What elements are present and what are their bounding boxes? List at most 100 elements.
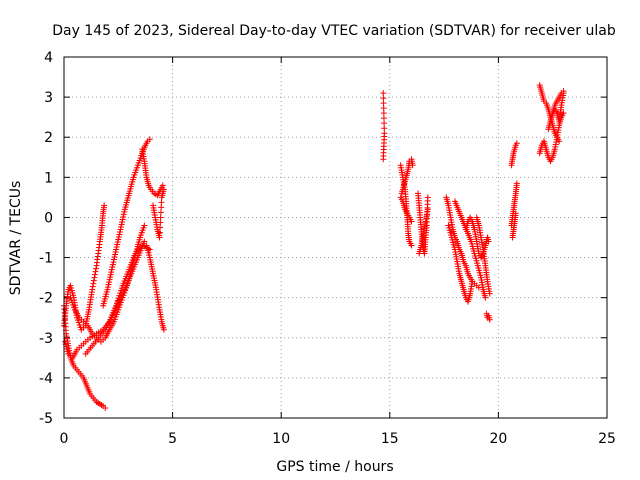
data-point-plus xyxy=(156,234,163,241)
data-point-plus xyxy=(89,286,96,293)
data-point-plus xyxy=(107,271,114,278)
data-point-plus xyxy=(380,95,387,102)
y-tick-label: -3 xyxy=(39,331,53,347)
data-point-plus xyxy=(424,194,431,201)
data-point-plus xyxy=(93,265,100,272)
data-point-plus xyxy=(112,251,119,258)
data-point-plus xyxy=(112,249,119,256)
data-point-plus xyxy=(104,284,111,291)
data-point-plus xyxy=(119,216,126,223)
data-point-plus xyxy=(380,105,387,112)
data-point-plus xyxy=(120,213,127,220)
data-point-plus xyxy=(92,268,99,275)
data-point-plus xyxy=(116,231,123,238)
x-tick-label: 0 xyxy=(60,431,69,447)
data-point-plus xyxy=(102,404,109,411)
data-point-plus xyxy=(380,90,387,97)
y-tick-label: -1 xyxy=(39,251,53,267)
x-tick-label: 15 xyxy=(381,431,399,447)
data-point-plus xyxy=(157,224,164,231)
data-point-plus xyxy=(119,218,126,225)
data-point-plus xyxy=(486,290,493,297)
data-point-plus xyxy=(157,209,164,216)
data-point-plus xyxy=(91,271,98,278)
y-tick-label: -4 xyxy=(39,371,53,387)
y-tick-label: 2 xyxy=(44,130,53,146)
y-tick-label: -2 xyxy=(39,291,53,307)
data-point-plus xyxy=(513,180,520,187)
data-point-plus xyxy=(141,222,148,229)
data-point-plus xyxy=(381,125,388,132)
data-point-plus xyxy=(157,214,164,221)
data-point-plus xyxy=(556,138,563,145)
data-point-plus xyxy=(424,206,431,213)
data-point-plus xyxy=(107,274,114,281)
x-tick-label: 10 xyxy=(272,431,290,447)
data-point-plus xyxy=(109,264,116,271)
x-tick-label: 25 xyxy=(598,431,616,447)
data-point-plus xyxy=(121,208,128,215)
data-point-plus xyxy=(482,294,489,301)
data-point-plus xyxy=(159,182,166,189)
y-tick-label: -5 xyxy=(39,411,53,427)
data-point-plus xyxy=(381,120,388,127)
data-point-plus xyxy=(469,278,476,285)
data-point-plus xyxy=(380,100,387,107)
data-point-plus xyxy=(101,202,108,209)
data-point-plus xyxy=(141,238,148,245)
data-point-plus xyxy=(113,246,120,253)
data-point-plus xyxy=(109,261,116,268)
data-point-plus xyxy=(115,236,122,243)
data-point-plus xyxy=(91,274,98,281)
data-point-plus xyxy=(160,326,167,333)
data-point-plus xyxy=(486,316,493,323)
data-point-plus xyxy=(114,241,121,248)
data-point-plus xyxy=(157,219,164,226)
y-axis-label: SDTVAR / TECUs xyxy=(8,181,24,296)
data-point-plus xyxy=(158,199,165,206)
y-tick-label: 1 xyxy=(44,170,53,186)
data-point-plus xyxy=(113,244,120,251)
data-point-plus xyxy=(513,140,520,147)
data-point-plus xyxy=(110,259,117,266)
data-point-plus xyxy=(512,210,519,217)
chart-title: Day 145 of 2023, Sidereal Day-to-day VTE… xyxy=(52,23,616,39)
data-point-plus xyxy=(408,218,415,225)
x-axis-label: GPS time / hours xyxy=(276,459,393,475)
y-tick-label: 0 xyxy=(44,210,53,226)
data-point-plus xyxy=(146,136,153,143)
data-point-plus xyxy=(110,256,117,263)
data-point-plus xyxy=(108,269,115,276)
data-point-plus xyxy=(380,110,387,117)
data-point-plus xyxy=(560,110,567,117)
data-point-plus xyxy=(485,238,492,245)
y-tick-label: 4 xyxy=(44,50,53,66)
data-point-plus xyxy=(90,280,97,287)
data-point-plus xyxy=(115,233,122,240)
data-point-plus xyxy=(105,281,112,288)
data-point-plus xyxy=(160,186,167,193)
data-point-plus xyxy=(116,228,123,235)
data-point-plus xyxy=(114,239,121,246)
y-tick-label: 3 xyxy=(44,90,53,106)
data-point-plus xyxy=(106,276,113,283)
data-point-plus xyxy=(108,266,115,273)
data-point-plus xyxy=(117,226,124,233)
data-point-plus xyxy=(118,221,125,228)
x-tick-label: 5 xyxy=(168,431,177,447)
data-point-plus xyxy=(104,286,111,293)
data-point-plus xyxy=(380,156,387,163)
data-point-plus xyxy=(90,277,97,284)
data-point-plus xyxy=(156,229,163,236)
data-point-plus xyxy=(111,254,118,261)
data-point-plus xyxy=(560,88,567,95)
axis-ticks: 0 5 10 15 20 25 -5 -4 -3 -2 -1 0 1 2 3 4 xyxy=(39,50,616,447)
x-tick-label: 20 xyxy=(489,431,507,447)
data-point-plus xyxy=(89,283,96,290)
data-point-plus xyxy=(409,162,416,169)
data-point-plus xyxy=(106,279,113,286)
data-point-plus xyxy=(120,211,127,218)
data-point-plus xyxy=(380,115,387,122)
data-point-plus xyxy=(408,242,415,249)
